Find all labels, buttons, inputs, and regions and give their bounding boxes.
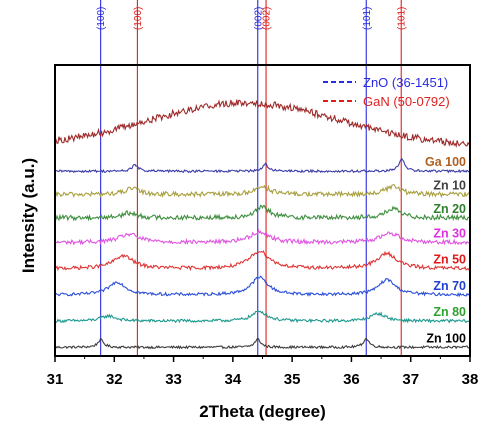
series-label: Zn 100	[426, 331, 466, 345]
series-line	[54, 99, 471, 149]
series-label: Zn 80	[433, 305, 466, 319]
series-label: Zn 70	[433, 279, 466, 293]
reference-lines	[100, 0, 402, 356]
x-tick-label: 36	[343, 371, 360, 388]
series-line	[54, 204, 471, 222]
reference-line-label: (101)	[362, 7, 373, 30]
series-line	[54, 337, 471, 350]
x-tick-label: 35	[284, 371, 301, 388]
series-label: Zn 50	[433, 253, 466, 267]
x-tick-label: 37	[402, 371, 419, 388]
y-axis-label: Intensity (a.u.)	[19, 158, 38, 273]
reference-line-label: (100)	[96, 7, 107, 30]
x-axis-label: 2Theta (degree)	[199, 402, 326, 421]
legend-label: ZnO (36-1451)	[363, 75, 448, 90]
series-line	[54, 275, 471, 298]
series-label: Zn 10	[433, 178, 466, 192]
x-axis-ticks: 31 32 33 34 35 36 37 38	[47, 356, 479, 388]
series-line	[54, 228, 471, 246]
series-group	[54, 99, 471, 350]
series-line	[54, 157, 471, 174]
reference-labels: (100) (002) (101) (100) (002) (101)	[96, 7, 408, 30]
series-label: Ga 100	[425, 155, 466, 169]
x-tick-label: 33	[165, 371, 182, 388]
x-tick-label: 38	[462, 371, 479, 388]
reference-line-label: (101)	[397, 7, 408, 30]
x-tick-label: 32	[106, 371, 123, 388]
reference-line-label: (100)	[133, 7, 144, 30]
legend: ZnO (36-1451) GaN (50-0792)	[323, 75, 450, 109]
series-label: Zn 30	[433, 227, 466, 241]
reference-line-label: (002)	[253, 7, 264, 30]
series-labels: Zn 100 Zn 80 Zn 70 Zn 50 Zn 30 Zn 20 Zn 10 Ga 1…	[425, 155, 466, 345]
x-tick-label: 34	[225, 371, 242, 388]
series-line	[54, 183, 471, 199]
legend-label: GaN (50-0792)	[363, 94, 450, 109]
series-line	[54, 250, 471, 272]
series-line	[54, 310, 471, 324]
series-label: Zn 20	[433, 202, 466, 216]
reference-line-label: (002)	[262, 7, 273, 30]
x-tick-label: 31	[47, 371, 64, 388]
